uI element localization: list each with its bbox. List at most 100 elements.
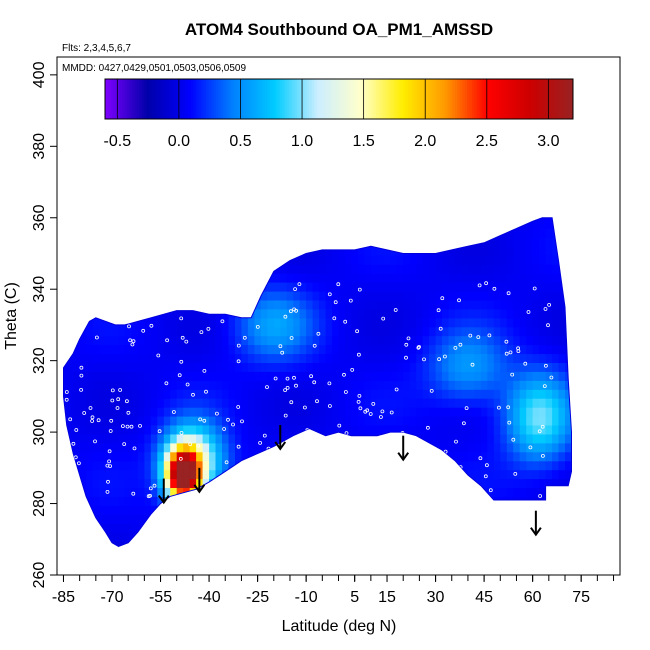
heat-cell [545, 273, 553, 283]
colorbar-segment [422, 79, 426, 119]
heat-cell [565, 523, 572, 533]
heat-cell [299, 362, 307, 372]
heat-cell [150, 273, 158, 283]
heat-cell [448, 433, 456, 444]
heat-cell [500, 299, 508, 310]
heat-cell [273, 282, 281, 292]
heat-cell [86, 487, 94, 497]
heat-cell [105, 299, 113, 310]
heat-cell [260, 344, 268, 355]
dates-note: MMDD: 0427,0429,0501,0503,0506,0509 [62, 63, 246, 74]
heat-cell [390, 217, 398, 221]
heat-cell [99, 237, 107, 247]
heat-cell [241, 237, 249, 247]
heat-cell [312, 460, 320, 471]
heat-cell [358, 559, 365, 569]
sample-point [283, 314, 288, 319]
heat-cell [480, 228, 488, 238]
heat-cell [189, 433, 197, 444]
heat-cell [578, 470, 585, 480]
colorbar-segment [506, 79, 510, 119]
heat-cell [183, 523, 191, 533]
heat-cell [409, 496, 417, 506]
heat-cell [209, 523, 217, 533]
sample-point [152, 483, 157, 488]
heat-cell [526, 299, 534, 310]
heat-cell [377, 425, 385, 435]
heat-cell [409, 460, 417, 471]
heat-cell [461, 264, 469, 274]
heat-cell [493, 353, 501, 363]
heat-cell [118, 523, 126, 533]
heat-cell [364, 487, 372, 497]
heat-cell [163, 344, 171, 355]
heat-cell [73, 228, 81, 238]
heat-cell [79, 353, 87, 363]
heat-cell [429, 353, 437, 363]
heat-cell [461, 416, 469, 426]
heat-cell [176, 398, 184, 408]
heat-cell [150, 514, 158, 524]
heat-cell [345, 514, 353, 524]
heat-cell [189, 496, 197, 506]
heat-cell [137, 273, 145, 283]
heat-cell [364, 523, 372, 533]
heat-cell [338, 460, 346, 471]
heat-cell [267, 219, 275, 229]
heat-cell [286, 407, 294, 417]
heat-cell [565, 550, 572, 560]
heat-cell [500, 505, 508, 515]
heat-cell [124, 442, 132, 453]
heat-cell [215, 407, 223, 417]
colorbar-segment [501, 79, 505, 119]
heat-cell [474, 264, 482, 274]
heat-cell [578, 291, 585, 301]
heat-cell [532, 541, 540, 547]
heat-cell [558, 442, 566, 453]
heat-cell [474, 335, 482, 346]
heat-cell [357, 308, 365, 319]
heat-cell [92, 326, 100, 337]
heat-cell [189, 299, 197, 310]
heat-cell [163, 353, 171, 363]
heat-cell [131, 371, 139, 381]
heat-cell [92, 433, 100, 444]
heat-cell [137, 532, 145, 542]
heat-cell [364, 308, 372, 319]
heat-cell [105, 326, 113, 337]
heat-cell [403, 308, 411, 319]
heat-cell [86, 469, 94, 480]
heat-cell [312, 407, 320, 417]
heat-cell [351, 496, 359, 506]
heat-cell [86, 317, 94, 328]
heatmap-field [63, 217, 585, 569]
heat-cell [396, 219, 404, 229]
heat-cell [170, 487, 178, 497]
heat-cell [377, 362, 385, 372]
heat-cell [254, 514, 262, 524]
heat-cell [429, 469, 437, 480]
sample-point [358, 406, 363, 411]
heat-cell [390, 335, 398, 346]
sample-point [285, 376, 290, 381]
heat-cell [215, 335, 223, 346]
heat-cell [558, 228, 566, 238]
heat-cell [241, 487, 249, 497]
heat-cell [383, 344, 391, 355]
heat-cell [273, 514, 281, 524]
heat-cell [280, 523, 288, 533]
colorbar-segment [469, 79, 473, 119]
heat-cell [235, 416, 243, 426]
heat-cell [500, 380, 508, 390]
heat-cell [299, 469, 307, 480]
heat-cell [235, 541, 243, 547]
heat-cell [119, 559, 126, 569]
heat-cell [118, 273, 126, 283]
heat-cell [241, 460, 249, 471]
heat-cell [196, 335, 204, 346]
heat-cell [254, 371, 262, 381]
heat-cell [539, 353, 547, 363]
heat-cell [532, 416, 540, 426]
sample-point [115, 406, 120, 410]
heat-cell [467, 335, 475, 346]
